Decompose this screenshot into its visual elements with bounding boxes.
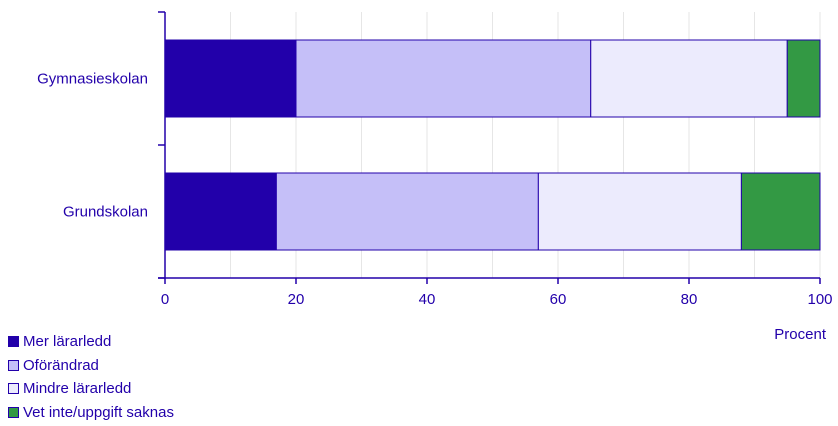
legend-swatch-3 xyxy=(8,406,19,418)
x-tick-label-40: 40 xyxy=(419,291,436,308)
bar-gymnasieskolan-3 xyxy=(786,39,821,118)
bar-grundskolan-3 xyxy=(740,172,821,251)
legend-swatch-0 xyxy=(8,336,19,348)
bar-grundskolan-1 xyxy=(275,172,539,251)
bar-grundskolan-2 xyxy=(537,172,742,251)
x-tick-label-60: 60 xyxy=(550,291,567,308)
x-tick-label-0: 0 xyxy=(161,291,169,308)
bar-grundskolan-0 xyxy=(164,172,277,251)
category-label-gymnasieskolan: Gymnasieskolan xyxy=(37,71,148,88)
legend-swatch-1 xyxy=(8,359,19,371)
legend-swatch-2 xyxy=(8,383,19,395)
legend-item-2: Mindre lärarledd xyxy=(8,377,174,401)
x-axis-unit-label: Procent xyxy=(774,326,827,343)
legend-item-0: Mer lärarledd xyxy=(8,330,174,354)
bar-gymnasieskolan-1 xyxy=(295,39,592,118)
legend-label-2: Mindre lärarledd xyxy=(23,380,132,398)
x-tick-label-20: 20 xyxy=(288,291,305,308)
x-tick-label-80: 80 xyxy=(681,291,698,308)
axes xyxy=(158,11,821,284)
bar-gymnasieskolan-0 xyxy=(164,39,297,118)
legend-item-1: Oförändrad xyxy=(8,354,174,378)
legend-label-1: Oförändrad xyxy=(23,356,99,374)
legend: Mer lärarledd Oförändrad Mindre lärarledd V… xyxy=(8,330,174,424)
tick-labels: 0 20 40 60 80 100 xyxy=(161,291,833,308)
category-labels: Gymnasieskolan Grundskolan xyxy=(37,71,148,221)
category-label-grundskolan: Grundskolan xyxy=(63,204,148,221)
legend-item-3: Vet inte/uppgift saknas xyxy=(8,401,174,425)
x-tick-label-100: 100 xyxy=(807,291,832,308)
legend-label-3: Vet inte/uppgift saknas xyxy=(23,403,174,421)
legend-label-0: Mer lärarledd xyxy=(23,333,112,351)
bars xyxy=(164,39,821,251)
bar-gymnasieskolan-2 xyxy=(590,39,788,118)
